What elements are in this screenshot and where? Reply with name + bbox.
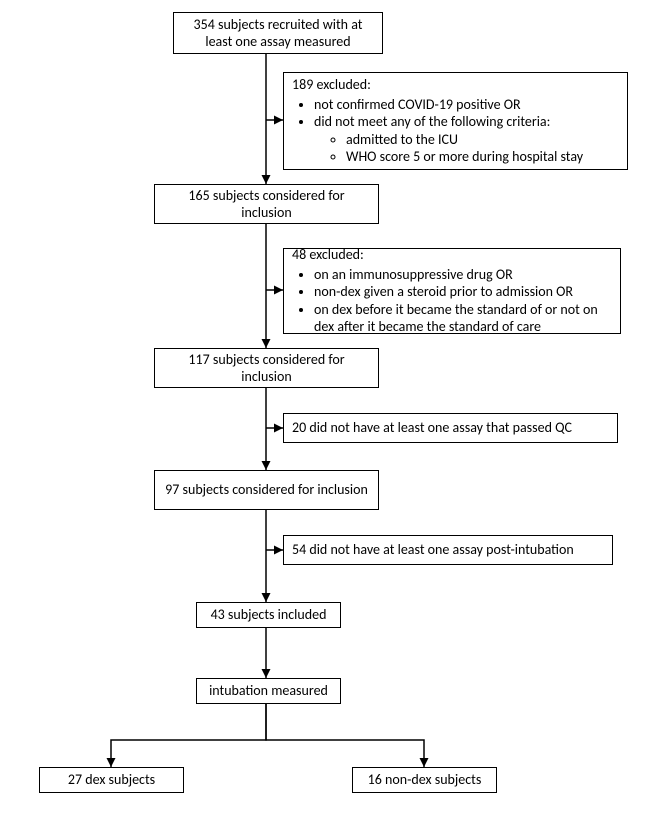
node-text: 43 subjects included — [211, 606, 327, 624]
exclusion-text: 54 did not have at least one assay post-… — [292, 541, 604, 559]
exclusion-box-2: 48 excluded: on an immunosuppressive dru… — [283, 248, 621, 334]
sub-bullet: WHO score 5 or more during hospital stay — [346, 148, 619, 166]
node-dex: 27 dex subjects — [39, 767, 184, 793]
exclusion-box-1: 189 excluded: not confirmed COVID-19 pos… — [283, 72, 628, 170]
node-43-included: 43 subjects included — [196, 602, 341, 628]
node-intubation: intubation measured — [196, 678, 341, 704]
exclusion-title: 48 excluded: — [292, 246, 612, 264]
exclusion-sublist: admitted to the ICU WHO score 5 or more … — [314, 131, 619, 166]
exclusion-list: not confirmed COVID-19 positive OR did n… — [292, 96, 619, 166]
node-117: 117 subjects considered for inclusion — [154, 348, 379, 388]
exclusion-list: on an immunosuppressive drug OR non-dex … — [292, 266, 612, 336]
exclusion-box-4: 54 did not have at least one assay post-… — [283, 535, 613, 565]
node-recruited: 354 subjects recruited with at least one… — [173, 12, 383, 54]
node-text: 117 subjects considered for inclusion — [163, 351, 370, 386]
bullet: non-dex given a steroid prior to admissi… — [314, 283, 612, 301]
node-97: 97 subjects considered for inclusion — [154, 470, 379, 510]
node-nondex: 16 non-dex subjects — [352, 767, 497, 793]
node-text: 16 non-dex subjects — [368, 771, 482, 789]
node-text: 97 subjects considered for inclusion — [165, 481, 368, 499]
bullet: on an immunosuppressive drug OR — [314, 266, 612, 284]
node-text: 354 subjects recruited with at least one… — [182, 16, 374, 51]
node-text: 165 subjects considered for inclusion — [163, 187, 370, 222]
bullet: on dex before it became the standard of … — [314, 301, 612, 336]
bullet: did not meet any of the following criter… — [314, 113, 619, 131]
node-165: 165 subjects considered for inclusion — [154, 184, 379, 224]
exclusion-title: 189 excluded: — [292, 76, 619, 94]
node-text: intubation measured — [209, 682, 328, 700]
bullet: not confirmed COVID-19 positive OR — [314, 96, 619, 114]
node-text: 27 dex subjects — [68, 771, 155, 789]
sub-bullet: admitted to the ICU — [346, 131, 619, 149]
exclusion-box-3: 20 did not have at least one assay that … — [283, 413, 618, 443]
exclusion-text: 20 did not have at least one assay that … — [292, 419, 609, 437]
